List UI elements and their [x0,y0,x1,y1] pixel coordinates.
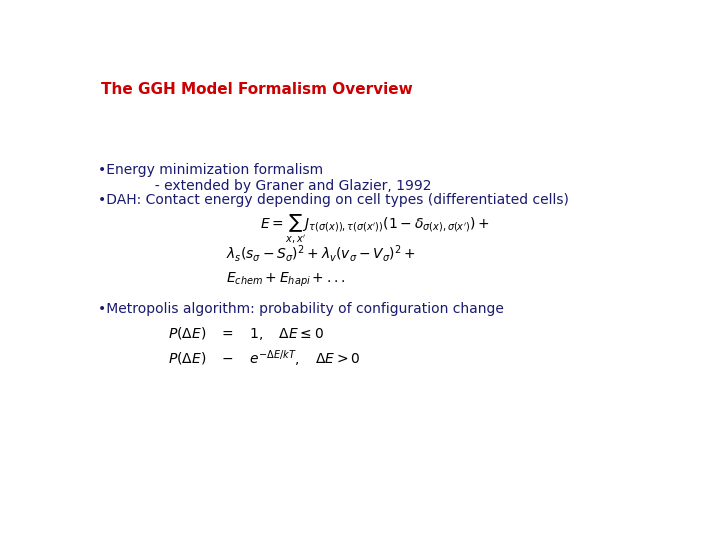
Text: $P(\Delta E) \quad - \quad e^{-\Delta E/kT}, \quad \Delta E > 0$: $P(\Delta E) \quad - \quad e^{-\Delta E/… [168,348,360,368]
Text: $E_{chem} + E_{hapi} + ...$: $E_{chem} + E_{hapi} + ...$ [225,271,345,289]
Text: •Energy minimization formalism: •Energy minimization formalism [98,164,323,177]
Text: •DAH: Contact energy depending on cell types (differentiated cells): •DAH: Contact energy depending on cell t… [98,193,569,207]
Text: The GGH Model Formalism Overview: The GGH Model Formalism Overview [101,82,413,97]
Text: - extended by Graner and Glazier, 1992: - extended by Graner and Glazier, 1992 [98,179,431,193]
Text: $\lambda_s(s_\sigma - S_\sigma)^2 + \lambda_v(v_\sigma - V_\sigma)^2 +$: $\lambda_s(s_\sigma - S_\sigma)^2 + \lam… [225,244,415,265]
Text: $E = \sum_{x,x'} J_{\tau(\sigma(x)),\tau(\sigma(x'))}(1 - \delta_{\sigma(x),\sig: $E = \sum_{x,x'} J_{\tau(\sigma(x)),\tau… [261,213,490,246]
Text: •Metropolis algorithm: probability of configuration change: •Metropolis algorithm: probability of co… [98,302,503,316]
Text: $P(\Delta E) \quad = \quad 1, \quad \Delta E \leq 0$: $P(\Delta E) \quad = \quad 1, \quad \Del… [168,325,323,342]
